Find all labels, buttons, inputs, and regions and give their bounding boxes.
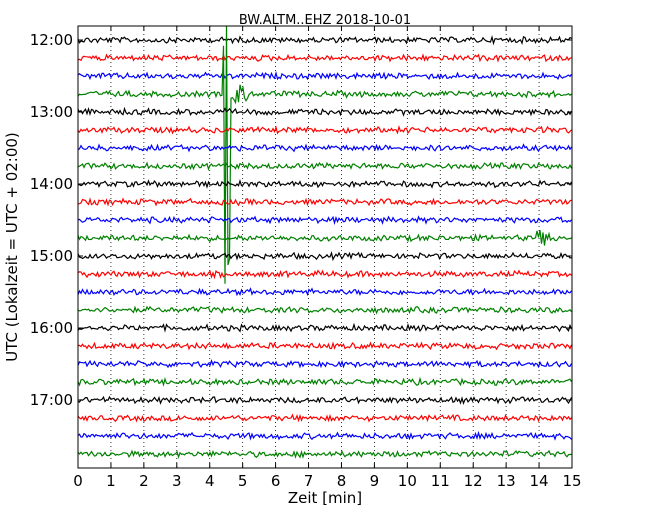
trace-16-45 [77, 376, 573, 387]
trace-17-15 [77, 413, 572, 423]
x-tick-label: 13 [497, 472, 516, 490]
trace-13-45 [77, 161, 573, 171]
x-tick-label: 5 [238, 472, 248, 490]
plot-frame [77, 25, 573, 469]
x-tick-label: 14 [530, 472, 549, 490]
grid-lines [110, 26, 540, 468]
x-tick-label: 12 [464, 472, 483, 490]
x-tick-label: 9 [370, 472, 380, 490]
trace-12-45 [77, 25, 572, 284]
y-tick-label: 16:00 [30, 319, 73, 337]
x-tick-label: 3 [172, 472, 182, 490]
trace-12-00 [77, 34, 572, 46]
y-tick-label: 14:00 [30, 175, 73, 193]
trace-17-00 [77, 395, 573, 405]
x-tick-label: 8 [337, 472, 347, 490]
y-tick-label: 13:00 [30, 103, 73, 121]
trace-12-15 [77, 53, 572, 63]
x-tick-label: 10 [398, 472, 417, 490]
trace-15-45 [77, 305, 572, 315]
trace-15-15 [77, 269, 572, 280]
trace-14-45 [77, 229, 572, 246]
trace-13-30 [77, 143, 572, 153]
x-tick-label: 0 [73, 472, 83, 490]
x-ticks: 0 1 2 3 4 5 6 7 8 9 10 11 12 13 14 15 [73, 26, 582, 490]
y-tick-label: 12:00 [30, 31, 73, 49]
chart-title: BW.ALTM..EHZ 2018-10-01 [239, 13, 411, 28]
trace-17-45 [77, 449, 572, 459]
x-tick-label: 1 [106, 472, 116, 490]
y-ticks: 12:00 13:00 14:00 15:00 16:00 17:00 [30, 31, 572, 409]
trace-16-15 [77, 341, 573, 351]
trace-13-00 [77, 106, 573, 117]
trace-16-30 [77, 359, 573, 369]
y-axis-label: UTC (Lokalzeit = UTC + 02:00) [3, 132, 21, 362]
x-tick-label: 4 [205, 472, 215, 490]
x-tick-label: 7 [304, 472, 314, 490]
trace-15-30 [77, 287, 572, 297]
trace-15-00 [77, 250, 572, 262]
y-tick-label: 15:00 [30, 247, 73, 265]
y-tick-label: 17:00 [30, 391, 73, 409]
x-tick-label: 2 [139, 472, 149, 490]
x-tick-label: 11 [431, 472, 450, 490]
x-tick-label: 15 [562, 472, 581, 490]
traces [77, 25, 573, 459]
trace-16-00 [77, 322, 573, 333]
trace-14-30 [77, 215, 572, 226]
trace-14-15 [77, 197, 572, 207]
x-tick-label: 6 [271, 472, 281, 490]
x-axis-label: Zeit [min] [288, 489, 362, 507]
trace-12-30 [77, 70, 572, 81]
trace-13-15 [77, 124, 572, 135]
trace-14-00 [78, 179, 573, 189]
trace-17-30 [77, 430, 572, 441]
